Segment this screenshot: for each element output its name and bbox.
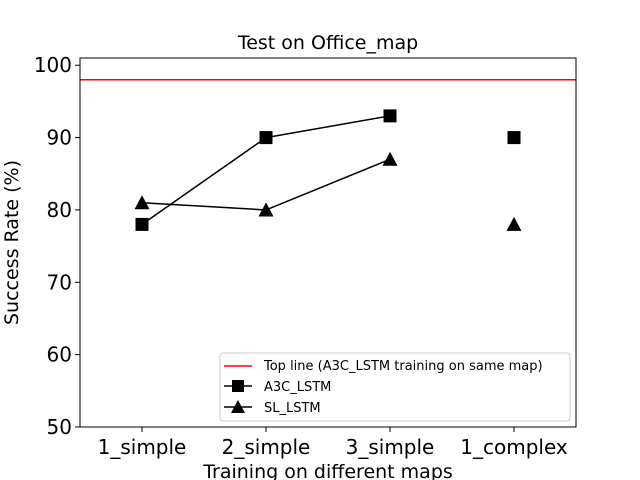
y-tick-label: 100 [34,53,72,77]
a3c-lstm-point [259,131,273,145]
legend-label-a3c: A3C_LSTM [264,380,331,395]
a3c-lstm-point [383,109,397,123]
legend-swatch-a3c-marker [232,380,244,392]
plot-area [80,78,576,231]
sl-lstm-point [382,151,398,166]
legend-box [219,352,571,422]
plot-frame [79,57,577,428]
y-tick-label: 80 [47,198,72,222]
legend: Top line (A3C_LSTM training on same map)… [219,352,571,422]
sl-lstm-point [258,202,274,217]
sl-lstm-point [506,216,522,231]
a3c-lstm-segment [141,136,267,226]
a3c-lstm-point [135,217,149,231]
y-axis-label: Success Rate (%) [1,160,23,325]
a3c-lstm-point [507,131,521,145]
a3c-lstm-segment [265,115,391,139]
sl-lstm-segment [141,201,267,211]
x-tick-label: 3_simple [346,435,435,459]
sl-lstm-point [134,195,150,210]
sl-lstm-segment [265,158,391,211]
y-tick-label: 60 [47,343,72,367]
axes-ticks: 50 60 70 80 90 100 1_simple 2_simple 3_simple 1_c… [34,53,568,459]
legend-label-sl: SL_LSTM [264,401,321,416]
x-tick-label: 2_simple [222,435,311,459]
y-tick-label: 50 [47,415,72,439]
x-tick-label: 1_simple [98,435,187,459]
x-tick-label: 1_complex [460,435,568,459]
legend-label-top-line: Top line (A3C_LSTM training on same map) [263,359,543,374]
x-axis-label: Training on different maps [202,461,453,480]
chart-title: Test on Office_map [237,32,418,54]
legend-swatch-sl-marker [231,400,245,413]
y-tick-label: 70 [47,270,72,294]
y-tick-label: 90 [47,126,72,150]
